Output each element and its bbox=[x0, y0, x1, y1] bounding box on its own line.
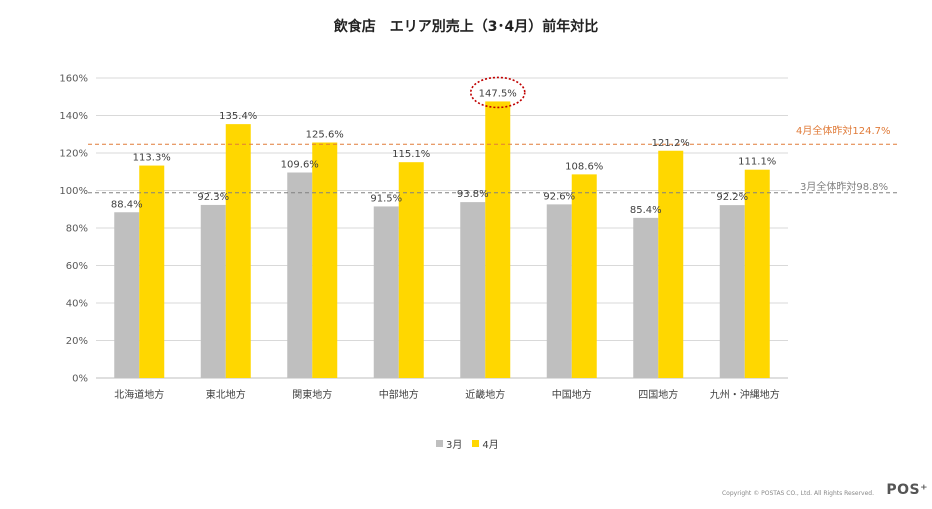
x-category-label: 四国地方 bbox=[638, 388, 678, 401]
legend-item-march: 3月 bbox=[436, 436, 462, 451]
data-label-march: 88.4% bbox=[111, 199, 143, 210]
legend-label-march: 3月 bbox=[446, 440, 463, 451]
y-tick-label: 160% bbox=[59, 74, 88, 85]
y-tick-label: 0% bbox=[72, 374, 88, 385]
data-label-april: 135.4% bbox=[219, 111, 257, 122]
bar-march bbox=[287, 172, 313, 378]
bar-april bbox=[485, 101, 511, 378]
data-label-march: 92.6% bbox=[543, 191, 575, 202]
legend-label-april: 4月 bbox=[482, 440, 499, 451]
chart-title: 飲食店 エリア別売上（3･4月）前年対比 bbox=[333, 19, 599, 35]
y-tick-label: 100% bbox=[59, 186, 88, 197]
bar-march bbox=[633, 217, 659, 378]
data-label-april: 147.5% bbox=[479, 88, 517, 99]
x-category-label: 近畿地方 bbox=[465, 388, 505, 401]
bar-april bbox=[225, 124, 251, 378]
bar-april bbox=[658, 150, 684, 378]
reference-label-march: 3月全体昨対98.8% bbox=[800, 182, 889, 193]
legend: 3月 4月 bbox=[436, 436, 499, 451]
data-label-march: 85.4% bbox=[630, 205, 662, 216]
bar-march bbox=[373, 206, 399, 378]
x-category-label: 中国地方 bbox=[552, 388, 592, 401]
data-label-march: 92.2% bbox=[716, 192, 748, 203]
highlight-ellipse bbox=[469, 76, 526, 109]
data-label-march: 93.8% bbox=[457, 189, 489, 200]
bar-april bbox=[744, 169, 770, 378]
legend-swatch-april bbox=[472, 440, 480, 447]
x-category-label: 関東地方 bbox=[292, 388, 332, 401]
bar-april bbox=[398, 162, 424, 378]
data-label-april: 108.6% bbox=[565, 161, 603, 172]
data-label-march: 92.3% bbox=[197, 192, 229, 203]
y-tick-label: 120% bbox=[59, 149, 88, 160]
data-label-april: 115.1% bbox=[392, 149, 430, 160]
bar-march bbox=[546, 204, 572, 378]
y-tick-label: 60% bbox=[66, 261, 88, 272]
x-category-label: 北海道地方 bbox=[114, 388, 164, 401]
legend-item-april: 4月 bbox=[472, 436, 499, 451]
bar-april bbox=[139, 165, 165, 378]
bar-march bbox=[200, 204, 226, 378]
bar-march bbox=[719, 205, 745, 378]
reference-label-april: 4月全体昨対124.7% bbox=[796, 126, 891, 137]
y-tick-label: 20% bbox=[66, 336, 88, 347]
bar-march bbox=[114, 212, 140, 378]
legend-swatch-march bbox=[436, 440, 443, 447]
data-label-april: 121.2% bbox=[652, 138, 690, 149]
x-category-label: 中部地方 bbox=[379, 388, 419, 401]
bar-april bbox=[312, 142, 338, 378]
x-category-label: 東北地方 bbox=[206, 388, 246, 401]
data-label-march: 109.6% bbox=[281, 160, 319, 171]
y-tick-label: 140% bbox=[59, 111, 88, 122]
x-category-label: 九州・沖縄地方 bbox=[710, 388, 780, 401]
copyright-text: Copyright © POSTAS CO., Ltd. All Rights … bbox=[721, 490, 874, 497]
y-tick-label: 40% bbox=[66, 299, 88, 310]
data-label-april: 125.6% bbox=[306, 130, 344, 141]
data-label-april: 113.3% bbox=[133, 153, 171, 164]
data-label-april: 111.1% bbox=[738, 157, 776, 168]
company-logo: POS⁺ bbox=[886, 482, 928, 498]
bar-april bbox=[571, 174, 597, 378]
y-tick-label: 80% bbox=[66, 224, 88, 235]
bar-march bbox=[460, 202, 486, 378]
data-label-march: 91.5% bbox=[370, 193, 402, 204]
